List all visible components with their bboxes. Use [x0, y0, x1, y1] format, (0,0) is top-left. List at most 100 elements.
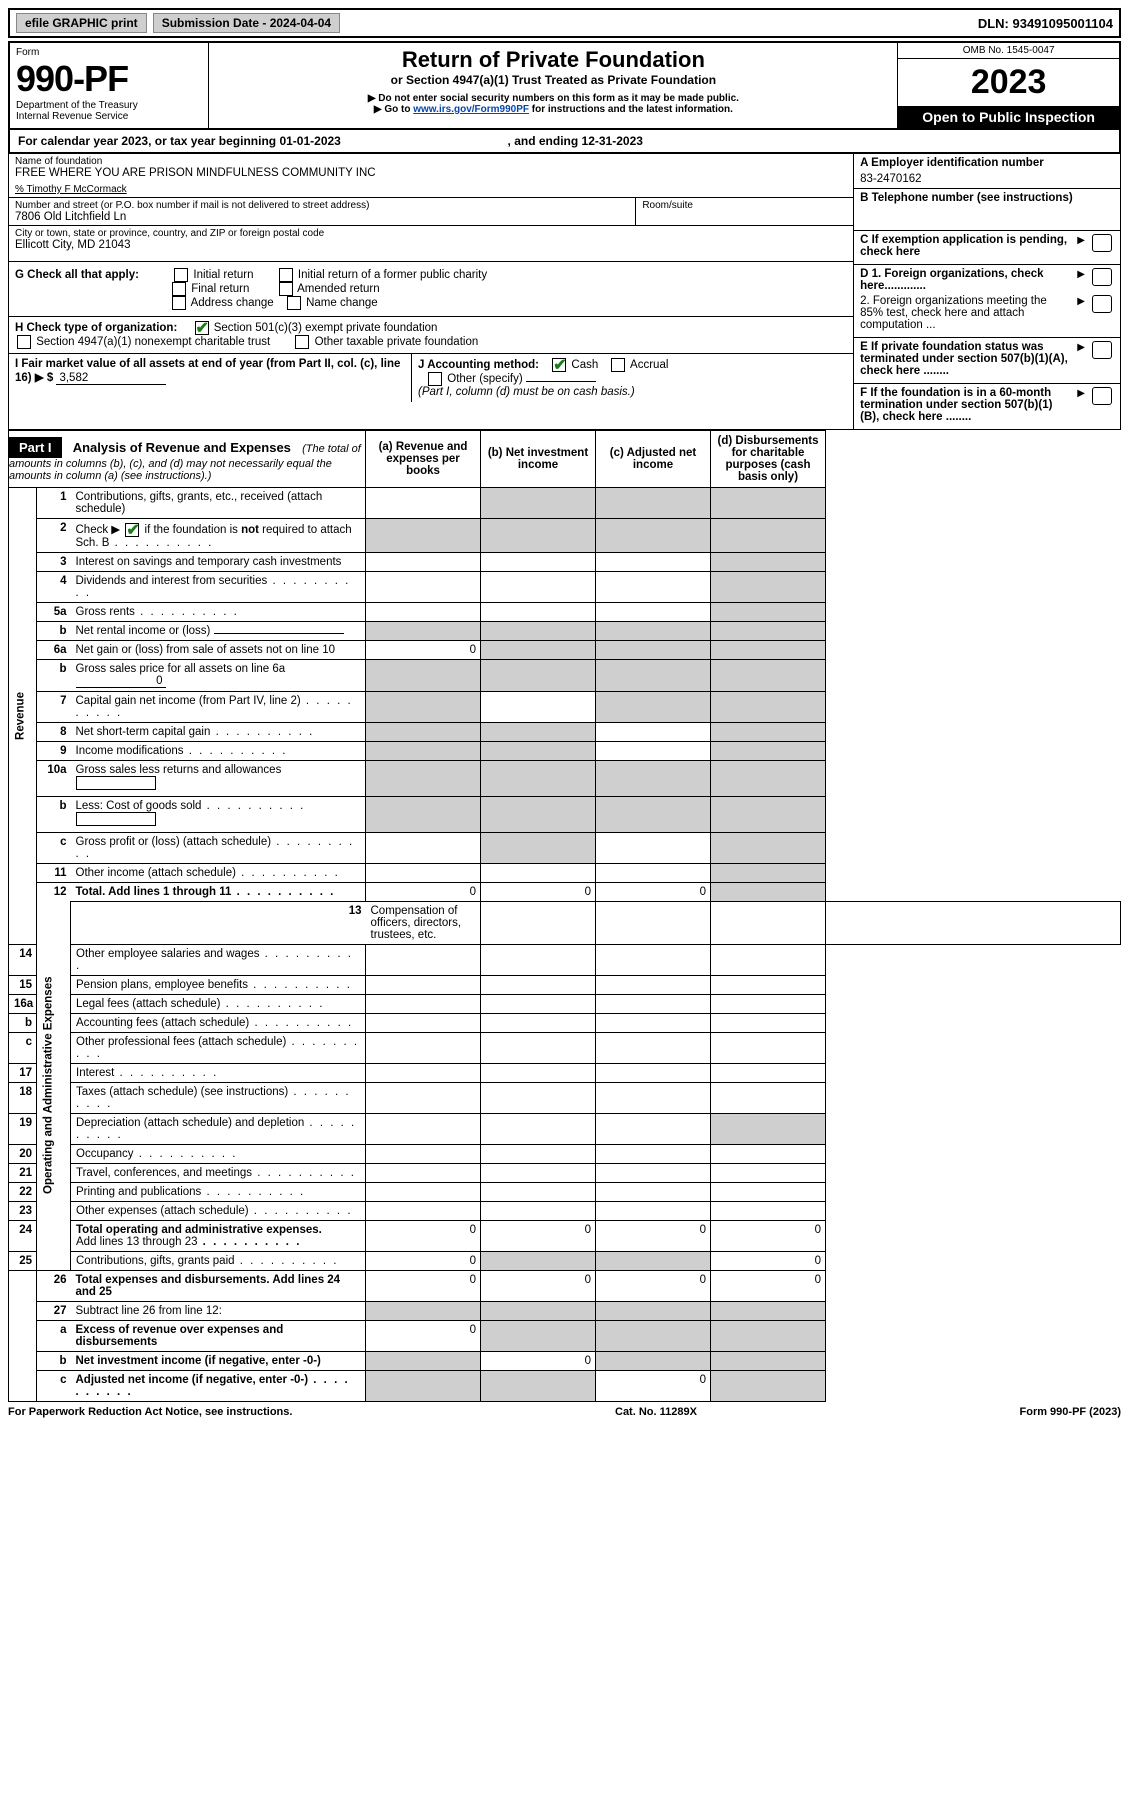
- val-26-c: 0: [596, 1270, 711, 1301]
- row-13: Compensation of officers, directors, tru…: [366, 901, 481, 944]
- val-12-b: 0: [481, 882, 596, 901]
- checkbox-accrual[interactable]: [611, 358, 625, 372]
- row-11: Other income (attach schedule): [71, 863, 366, 882]
- dln-label: DLN: 93491095001104: [978, 16, 1113, 31]
- h-other-tax-label: Other taxable private foundation: [315, 336, 479, 348]
- val-25-d: 0: [711, 1251, 826, 1270]
- val-12-a: 0: [366, 882, 481, 901]
- checkbox-other-method[interactable]: [428, 372, 442, 386]
- row-12: Total. Add lines 1 through 11: [71, 882, 366, 901]
- row-6a: Net gain or (loss) from sale of assets n…: [71, 640, 366, 659]
- g-final-label: Final return: [191, 283, 249, 295]
- val-26-b: 0: [481, 1270, 596, 1301]
- val-27c-c: 0: [596, 1370, 711, 1401]
- part-i-badge: Part I: [9, 437, 62, 458]
- val-27a-a: 0: [366, 1320, 481, 1351]
- submission-date: Submission Date - 2024-04-04: [153, 13, 340, 33]
- checkbox-d2[interactable]: [1092, 295, 1112, 313]
- checkbox-cash[interactable]: [552, 358, 566, 372]
- val-27b-b: 0: [481, 1351, 596, 1370]
- g-addr-label: Address change: [191, 297, 274, 309]
- irs-label: Internal Revenue Service: [16, 111, 202, 122]
- omb-number: OMB No. 1545-0047: [898, 43, 1119, 59]
- val-12-c: 0: [596, 882, 711, 901]
- row-22: Printing and publications: [71, 1182, 366, 1201]
- c-label: C If exemption application is pending, c…: [860, 234, 1070, 258]
- warning-2: ▶ Go to www.irs.gov/Form990PF for instru…: [215, 104, 891, 115]
- val-24-c: 0: [596, 1220, 711, 1251]
- checkbox-other-taxable[interactable]: [295, 335, 309, 349]
- col-c-header: (c) Adjusted net income: [596, 431, 711, 488]
- checkbox-name-change[interactable]: [287, 296, 301, 310]
- row-27: Subtract line 26 from line 12:: [71, 1301, 366, 1320]
- row-20: Occupancy: [71, 1144, 366, 1163]
- identification-block: Name of foundation FREE WHERE YOU ARE PR…: [8, 154, 1121, 430]
- checkbox-address-change[interactable]: [172, 296, 186, 310]
- a-label: A Employer identification number: [860, 157, 1114, 169]
- g-initial-former-label: Initial return of a former public charit…: [298, 269, 487, 281]
- instructions-link[interactable]: www.irs.gov/Form990PF: [413, 104, 529, 115]
- j-label: J Accounting method:: [418, 359, 539, 371]
- footer-left: For Paperwork Reduction Act Notice, see …: [8, 1406, 292, 1418]
- row-10b: Less: Cost of goods sold: [71, 796, 366, 832]
- row-15: Pension plans, employee benefits: [71, 975, 366, 994]
- room-label: Room/suite: [642, 200, 847, 211]
- form-title: Return of Private Foundation: [215, 47, 891, 73]
- g-initial-label: Initial return: [193, 269, 253, 281]
- row-10a: Gross sales less returns and allowances: [71, 760, 366, 796]
- address-value: 7806 Old Litchfield Ln: [15, 211, 629, 223]
- row-25: Contributions, gifts, grants paid: [71, 1251, 366, 1270]
- g-label: G Check all that apply:: [15, 269, 139, 281]
- row-9: Income modifications: [71, 741, 366, 760]
- checkbox-initial-former[interactable]: [279, 268, 293, 282]
- row-1: Contributions, gifts, grants, etc., rece…: [71, 488, 366, 519]
- d2-label: 2. Foreign organizations meeting the 85%…: [860, 295, 1070, 331]
- footer-right: Form 990-PF (2023): [1020, 1406, 1121, 1418]
- checkbox-final-return[interactable]: [172, 282, 186, 296]
- dept-treasury: Department of the Treasury: [16, 100, 202, 111]
- checkbox-f[interactable]: [1092, 387, 1112, 405]
- checkbox-501c3[interactable]: [195, 321, 209, 335]
- opex-side-label: Operating and Administrative Expenses: [37, 901, 71, 1270]
- row-17: Interest: [71, 1063, 366, 1082]
- row-16a: Legal fees (attach schedule): [71, 994, 366, 1013]
- g-amended-label: Amended return: [297, 283, 379, 295]
- e-label: E If private foundation status was termi…: [860, 341, 1070, 377]
- val-26-d: 0: [711, 1270, 826, 1301]
- revenue-side-label: Revenue: [9, 488, 37, 945]
- val-26-a: 0: [366, 1270, 481, 1301]
- row-27a: Excess of revenue over expenses and disb…: [71, 1320, 366, 1351]
- form-header: Form 990-PF Department of the Treasury I…: [8, 41, 1121, 130]
- row-5b: Net rental income or (loss): [71, 621, 366, 640]
- g-name-label: Name change: [306, 297, 378, 309]
- val-25-a: 0: [366, 1251, 481, 1270]
- footer-mid: Cat. No. 11289X: [615, 1406, 697, 1418]
- city-value: Ellicott City, MD 21043: [15, 239, 847, 251]
- checkbox-sch-b[interactable]: [125, 523, 139, 537]
- ein-value: 83-2470162: [860, 173, 1114, 185]
- warning-1: ▶ Do not enter social security numbers o…: [215, 93, 891, 104]
- part-i-table: Part I Analysis of Revenue and Expenses …: [8, 430, 1121, 1402]
- checkbox-d1[interactable]: [1092, 268, 1112, 286]
- j-other-label: Other (specify): [447, 373, 522, 385]
- row-26: Total expenses and disbursements. Add li…: [71, 1270, 366, 1301]
- efile-print-button[interactable]: efile GRAPHIC print: [16, 13, 147, 33]
- checkbox-4947[interactable]: [17, 335, 31, 349]
- open-inspection: Open to Public Inspection: [898, 106, 1119, 128]
- val-24-b: 0: [481, 1220, 596, 1251]
- form-subtitle: or Section 4947(a)(1) Trust Treated as P…: [215, 73, 891, 87]
- form-number: 990-PF: [16, 58, 202, 100]
- j-accrual-label: Accrual: [630, 359, 668, 371]
- col-b-header: (b) Net investment income: [481, 431, 596, 488]
- checkbox-e[interactable]: [1092, 341, 1112, 359]
- row-23: Other expenses (attach schedule): [71, 1201, 366, 1220]
- row-4: Dividends and interest from securities: [71, 571, 366, 602]
- row-27b: Net investment income (if negative, ente…: [71, 1351, 366, 1370]
- checkbox-amended-return[interactable]: [279, 282, 293, 296]
- row-8: Net short-term capital gain: [71, 722, 366, 741]
- checkbox-initial-return[interactable]: [174, 268, 188, 282]
- checkbox-c[interactable]: [1092, 234, 1112, 252]
- val-24-d: 0: [711, 1220, 826, 1251]
- col-a-header: (a) Revenue and expenses per books: [366, 431, 481, 488]
- row-27c: Adjusted net income (if negative, enter …: [71, 1370, 366, 1401]
